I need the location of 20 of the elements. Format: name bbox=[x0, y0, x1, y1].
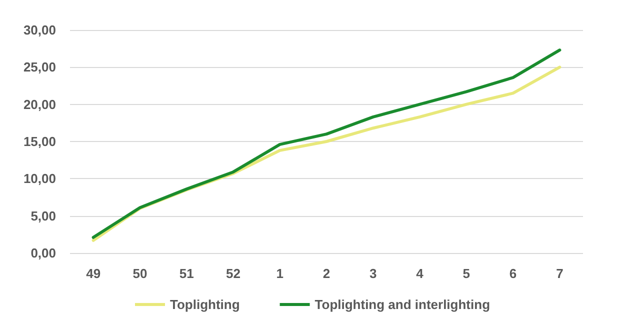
y-tick-label: 5,00 bbox=[30, 208, 56, 224]
y-tick-label: 10,00 bbox=[23, 171, 56, 186]
x-tick-label: 4 bbox=[416, 266, 424, 281]
legend-label: Toplighting and interlighting bbox=[314, 297, 490, 312]
y-tick-label: 25,00 bbox=[23, 60, 56, 75]
y-tick-label: 15,00 bbox=[23, 134, 56, 149]
x-tick-label: 2 bbox=[322, 266, 330, 281]
x-tick-label: 5 bbox=[462, 266, 470, 281]
y-tick-label: 30,00 bbox=[23, 22, 56, 38]
x-tick-label: 49 bbox=[86, 266, 101, 281]
x-tick-label: 7 bbox=[556, 266, 564, 281]
x-tick-label: 1 bbox=[276, 266, 284, 281]
x-tick-label: 52 bbox=[226, 266, 240, 281]
y-tick-label: 0,00 bbox=[30, 246, 56, 260]
x-tick-label: 3 bbox=[370, 266, 377, 281]
x-tick-label: 51 bbox=[179, 266, 194, 281]
x-tick-label: 6 bbox=[509, 266, 517, 281]
legend-label: Toplighting bbox=[170, 297, 240, 312]
x-tick-label: 50 bbox=[132, 266, 148, 281]
y-tick-label: 20,00 bbox=[23, 96, 56, 112]
